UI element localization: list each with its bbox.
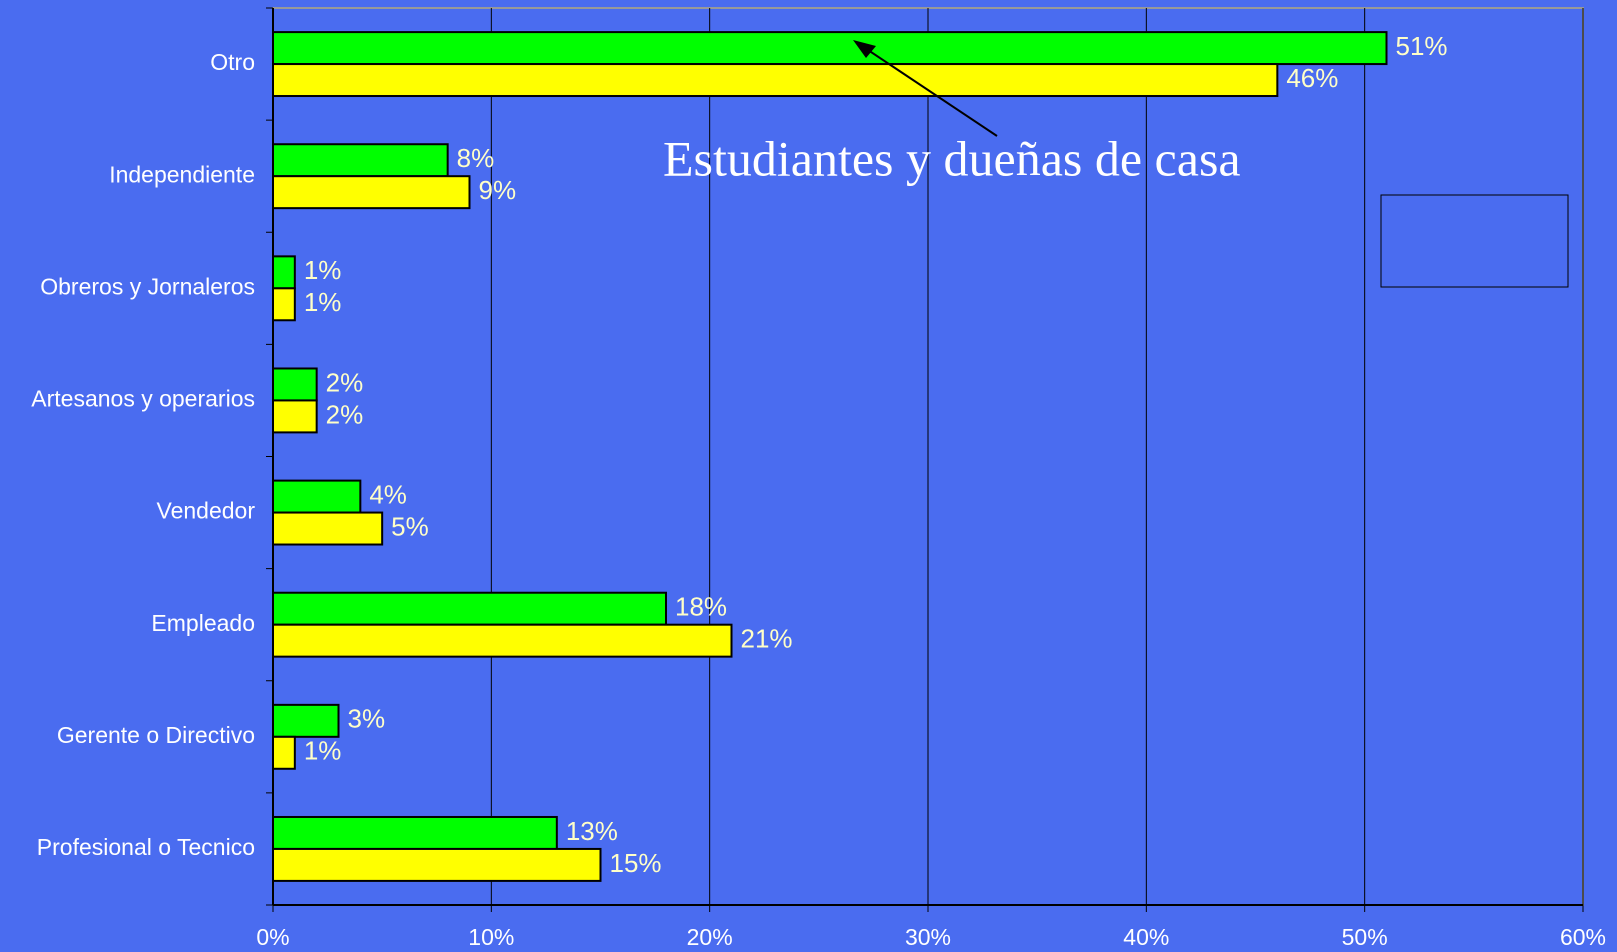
annotation-arrow [861,45,998,137]
value-label: 2% [326,399,364,429]
value-label: 9% [479,175,517,205]
x-tick-label: 40% [1123,924,1169,950]
value-label: 1% [304,255,342,285]
x-tick-label: 30% [905,924,951,950]
value-label: 2% [326,367,364,397]
bar [272,815,558,850]
value-label: 1% [304,287,342,317]
value-label: 51% [1396,31,1448,61]
x-tick-label: 60% [1560,924,1606,950]
value-label: 5% [391,511,429,541]
value-label: 13% [566,816,618,846]
bar [272,591,667,626]
value-label: 46% [1286,63,1338,93]
y-tick-label: Vendedor [157,498,256,524]
y-tick-label: Empleado [151,610,255,636]
x-tick-label: 50% [1342,924,1388,950]
bar [272,143,449,178]
bar [272,175,471,210]
legend-box [1380,194,1569,288]
y-tick-label: Independiente [109,161,255,187]
bar [272,399,318,434]
value-label: 4% [369,479,407,509]
value-label: 21% [741,624,793,654]
bar [272,703,340,738]
y-tick-label: Profesional o Tecnico [37,834,255,860]
value-label: 1% [304,736,342,766]
x-tick-label: 0% [256,924,289,950]
y-tick-label: Otro [210,49,255,75]
bar [272,31,1388,66]
bar [272,63,1279,98]
bar [272,367,318,402]
annotation-arrowhead [853,40,876,58]
bar [272,287,296,322]
value-label: 3% [348,704,386,734]
x-tick-label: 10% [468,924,514,950]
y-tick-label: Gerente o Directivo [57,722,255,748]
x-tick-label: 20% [687,924,733,950]
bar [272,255,296,290]
value-label: 18% [675,592,727,622]
bar [272,735,296,770]
value-label: 15% [610,848,662,878]
annotation: Estudiantes y dueñas de casa [663,130,1241,186]
bar [272,847,602,882]
y-tick-label: Obreros y Jornaleros [40,273,255,299]
bar [272,623,733,658]
value-label: 8% [457,143,495,173]
bar [272,479,362,514]
bar [272,511,384,546]
y-tick-label: Artesanos y operarios [31,386,255,412]
